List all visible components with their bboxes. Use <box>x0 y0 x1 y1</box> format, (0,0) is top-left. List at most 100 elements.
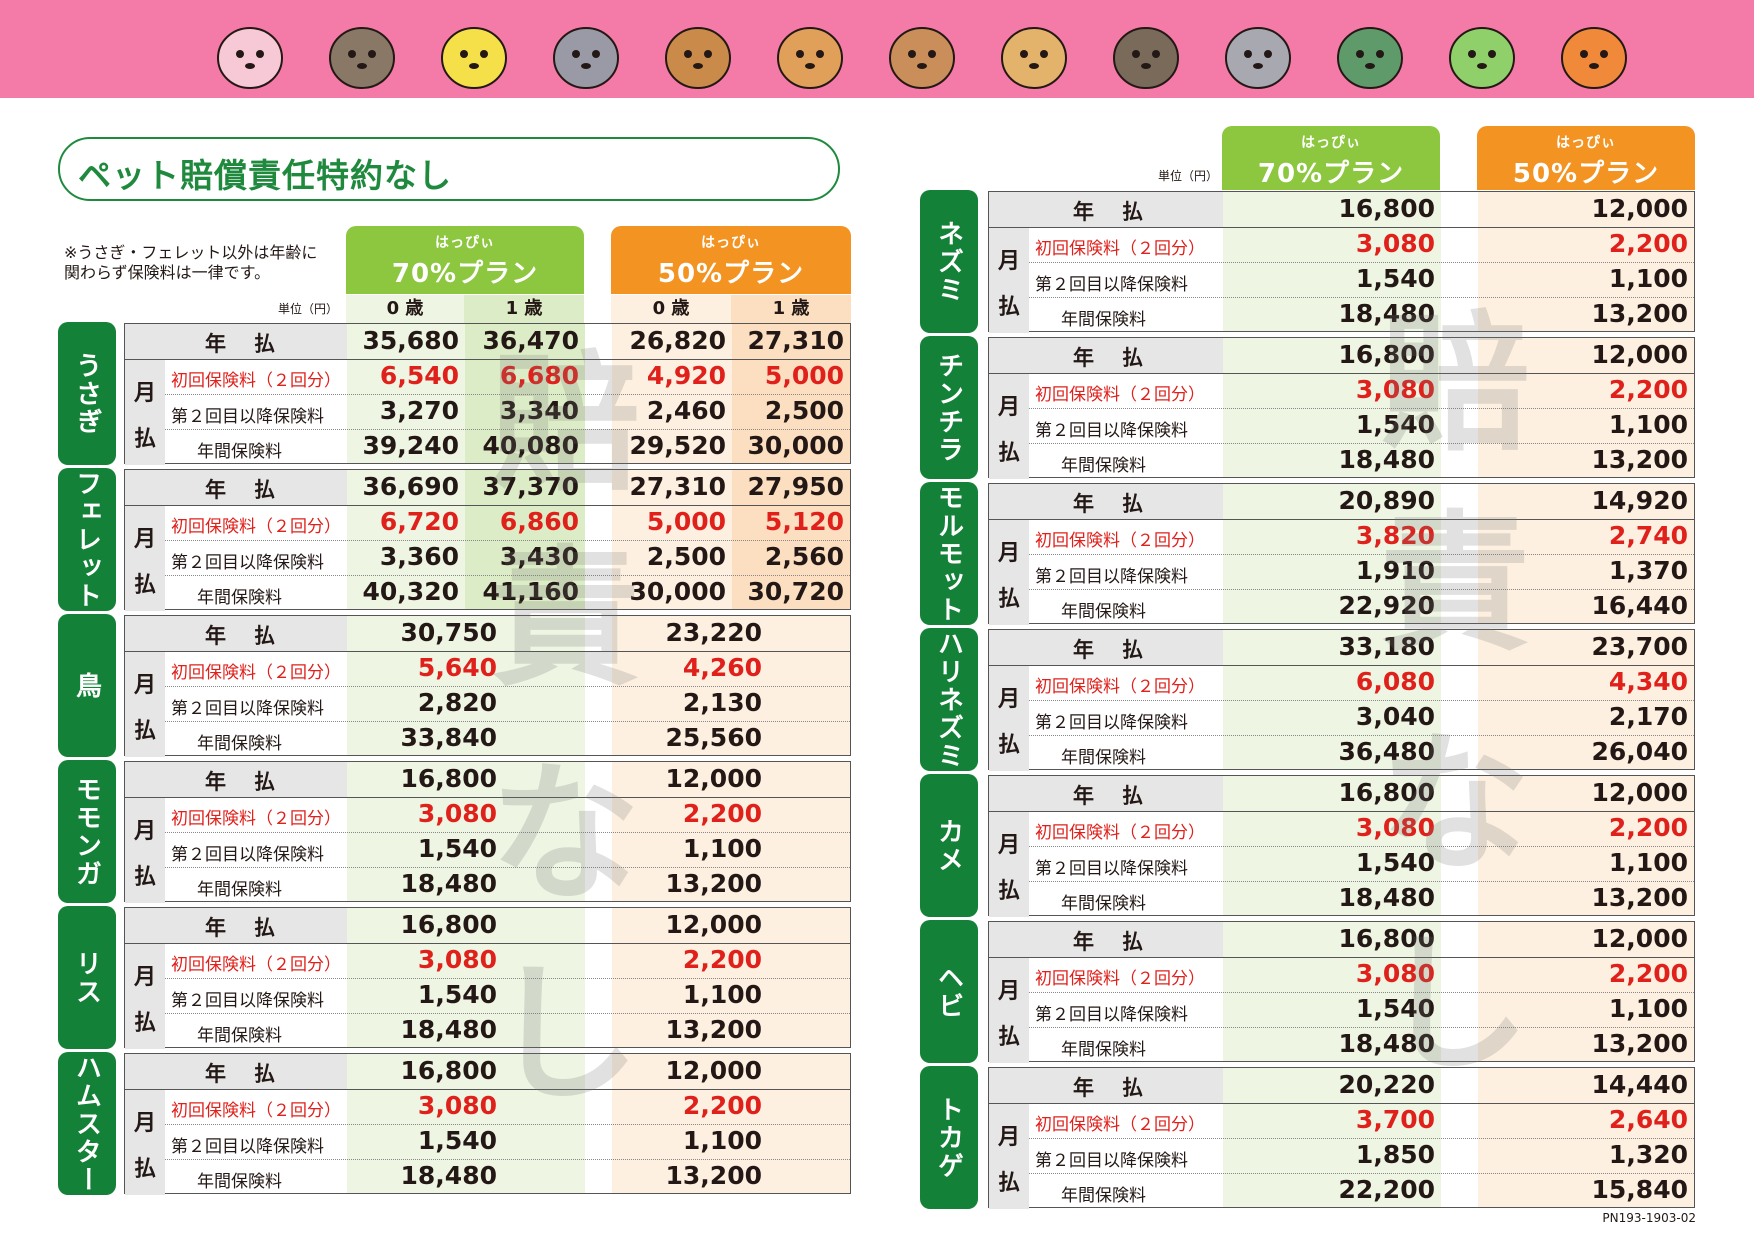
row-divider <box>165 686 850 687</box>
first-premium-label: 初回保険料（２回分） <box>171 663 341 683</box>
year-label: 年払 <box>205 1062 303 1086</box>
second-premium-label: 第２回目以降保険料 <box>171 553 324 573</box>
row-divider <box>989 811 1694 812</box>
year-value: 12,000 <box>1591 340 1688 369</box>
first-premium-label: 初回保険料（２回分） <box>171 517 341 537</box>
year-label: 年払 <box>1073 930 1171 954</box>
plan-50-name: 50%プラン <box>1512 159 1660 189</box>
row-divider <box>165 429 850 430</box>
year-label-bg <box>125 470 347 505</box>
plan-column-bg <box>612 762 850 901</box>
second-value: 3,430 <box>499 542 579 571</box>
plan-column-bg <box>1478 1068 1694 1207</box>
second-premium-label: 第２回目以降保険料 <box>171 407 324 427</box>
monthly-label: 月払 <box>989 373 1029 479</box>
pet-name: ハリネズミ <box>933 629 964 770</box>
guinea-pig-icon <box>882 8 962 94</box>
row-divider <box>125 359 850 360</box>
first-value: 4,340 <box>1608 667 1688 696</box>
annual-value: 16,440 <box>1591 591 1688 620</box>
monthly-char: 月 <box>997 979 1020 1004</box>
annual-value: 30,720 <box>747 577 844 606</box>
second-premium-label: 第２回目以降保険料 <box>1035 421 1188 441</box>
second-value: 1,100 <box>682 1126 762 1155</box>
year-label: 年払 <box>205 916 303 940</box>
plan-ruby: はっぴぃ <box>1301 135 1361 151</box>
year-value: 16,800 <box>1338 340 1435 369</box>
year-label-bg <box>989 192 1223 227</box>
plan-ruby: はっぴぃ <box>435 235 495 251</box>
annual-premium-label: 年間保険料 <box>1061 456 1146 476</box>
premium-table: 月払 年払 初回保険料（２回分） 第２回目以降保険料 年間保険料 16,800 12,000… <box>124 1053 851 1195</box>
annual-value: 15,840 <box>1591 1175 1688 1204</box>
first-value: 4,260 <box>682 653 762 682</box>
year-value: 16,800 <box>1338 924 1435 953</box>
row-divider <box>1029 408 1694 409</box>
second-value: 1,100 <box>1608 848 1688 877</box>
row-divider <box>165 394 850 395</box>
first-value: 2,200 <box>682 1091 762 1120</box>
premium-table: 月払 年払 初回保険料（２回分） 第２回目以降保険料 年間保険料 16,800 12,000… <box>988 337 1695 479</box>
plan-column-bg <box>612 470 732 609</box>
row-divider <box>1029 735 1694 736</box>
annual-value: 41,160 <box>482 577 579 606</box>
row-divider <box>125 797 850 798</box>
first-value: 5,000 <box>646 507 726 536</box>
first-premium-label: 初回保険料（２回分） <box>1035 385 1205 405</box>
monthly-label: 月払 <box>125 359 165 465</box>
year-value: 37,370 <box>482 472 579 501</box>
year-label: 年払 <box>205 478 303 502</box>
snake-icon <box>1554 8 1634 94</box>
hamster-icon <box>770 8 850 94</box>
second-value: 1,100 <box>1608 264 1688 293</box>
first-premium-label: 初回保険料（２回分） <box>171 809 341 829</box>
hedgehog-icon <box>1106 8 1186 94</box>
second-premium-label: 第２回目以降保険料 <box>1035 275 1188 295</box>
year-value: 14,440 <box>1591 1070 1688 1099</box>
age-1-header-50: 1 歳 <box>731 295 851 323</box>
row-divider <box>989 227 1694 228</box>
first-value: 3,080 <box>1355 813 1435 842</box>
monthly-char: 払 <box>133 1011 156 1036</box>
year-value: 23,700 <box>1591 632 1688 661</box>
animal-illustrations <box>210 8 1710 118</box>
pet-tab: うさぎ <box>58 322 116 465</box>
first-value: 4,920 <box>646 361 726 390</box>
annual-value: 39,240 <box>362 431 459 460</box>
row-divider <box>165 1159 850 1160</box>
pet-name: 鳥 <box>71 671 102 700</box>
annual-premium-label: 年間保険料 <box>1061 602 1146 622</box>
year-value: 12,000 <box>665 910 762 939</box>
annual-value: 13,200 <box>1591 1029 1688 1058</box>
year-label-bg <box>989 776 1223 811</box>
annual-premium-label: 年間保険料 <box>197 1026 282 1046</box>
second-premium-label: 第２回目以降保険料 <box>171 1137 324 1157</box>
monthly-char: 月 <box>997 687 1020 712</box>
first-value: 6,080 <box>1355 667 1435 696</box>
annual-value: 18,480 <box>1338 299 1435 328</box>
pet-name: ヘビ <box>933 963 964 1020</box>
row-divider <box>1029 554 1694 555</box>
second-value: 2,560 <box>764 542 844 571</box>
first-value: 2,200 <box>1608 813 1688 842</box>
year-label-bg <box>125 908 347 943</box>
annual-value: 40,320 <box>362 577 459 606</box>
row-divider <box>125 1089 850 1090</box>
monthly-char: 払 <box>997 1171 1020 1196</box>
page-title: ペット賠償責任特約なし <box>78 156 452 195</box>
second-premium-label: 第２回目以降保険料 <box>171 699 324 719</box>
second-premium-label: 第２回目以降保険料 <box>171 991 324 1011</box>
plan-column-bg <box>732 324 850 463</box>
year-label: 年払 <box>1073 638 1171 662</box>
document-code: PN193-1903-02 <box>1602 1211 1696 1225</box>
first-value: 3,080 <box>417 945 497 974</box>
second-value: 2,820 <box>417 688 497 717</box>
second-premium-label: 第２回目以降保険料 <box>1035 713 1188 733</box>
row-divider <box>125 651 850 652</box>
monthly-char: 月 <box>133 819 156 844</box>
premium-table: 月払 年払 初回保険料（２回分） 第２回目以降保険料 年間保険料 20,220 14,440… <box>988 1067 1695 1209</box>
monthly-label: 月払 <box>125 651 165 757</box>
section-title-box: ペット賠償責任特約なし <box>58 137 840 201</box>
annual-value: 18,480 <box>400 1015 497 1044</box>
row-divider <box>165 1013 850 1014</box>
